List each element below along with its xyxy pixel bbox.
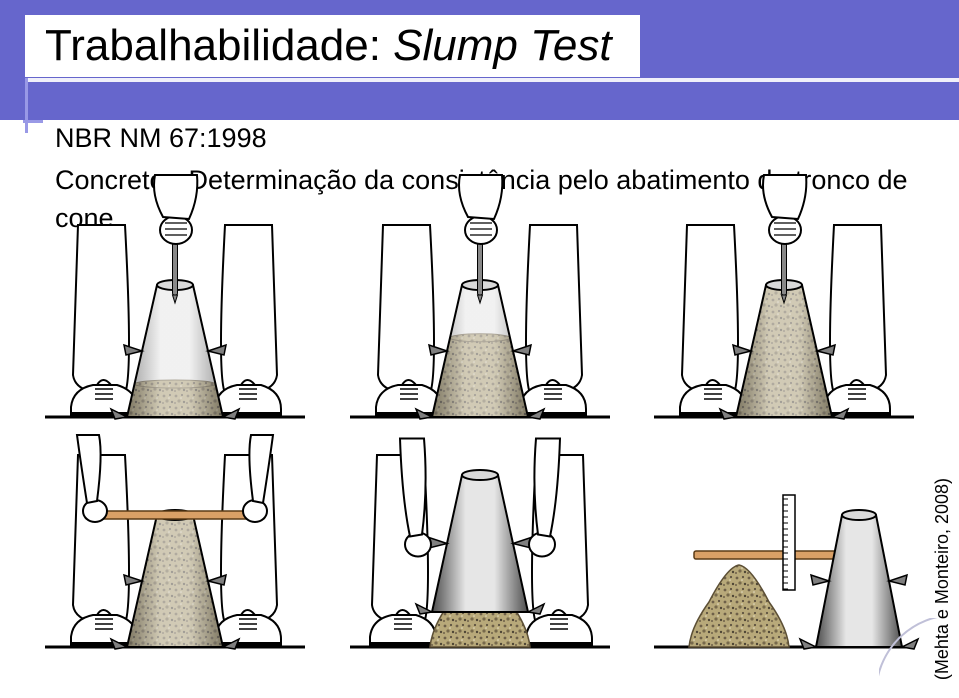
panel-step2 [335,225,625,435]
body-line-1: NBR NM 67:1998 [55,120,959,158]
slide: Trabalhabilidade: Slump Test NBR NM 67:1… [0,0,959,698]
diagram-row-1 [30,225,929,435]
slide-corner-decor [879,618,959,698]
diagram-row-2 [30,455,929,665]
title-text-plain: Trabalhabilidade: [45,21,393,70]
title-rule-horizontal [25,78,959,82]
panel-step4 [30,455,320,665]
title-rule-vertical [25,78,28,133]
title-text-italic: Slump Test [393,21,611,70]
panel-step3 [639,225,929,435]
slide-title: Trabalhabilidade: Slump Test [25,15,640,77]
panel-step1 [30,225,320,435]
panel-step5 [335,455,625,665]
